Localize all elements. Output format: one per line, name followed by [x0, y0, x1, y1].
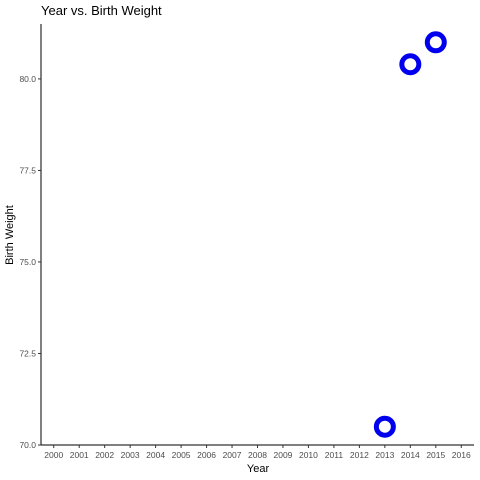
- data-point: [424, 31, 447, 54]
- x-tick-label: 2013: [375, 450, 394, 460]
- x-tick-label: 2011: [325, 450, 344, 460]
- x-tick-label: 2009: [274, 450, 293, 460]
- x-tick-label: 2012: [350, 450, 369, 460]
- x-tick-label: 2015: [426, 450, 445, 460]
- x-tick-label: 2000: [44, 450, 63, 460]
- y-ticks: 70.0 72.5 75.0 77.5 80.0: [19, 74, 41, 450]
- x-tick-label: 2008: [248, 450, 267, 460]
- y-tick-label: 77.5: [19, 165, 36, 175]
- x-tick-label: 2003: [121, 450, 140, 460]
- x-tick-label: 2014: [401, 450, 420, 460]
- chart-title: Year vs. Birth Weight: [41, 3, 162, 18]
- y-tick-label: 70.0: [19, 440, 36, 450]
- x-tick-label: 2001: [70, 450, 89, 460]
- x-tick-label: 2016: [452, 450, 471, 460]
- data-points: [373, 31, 447, 438]
- x-tick-label: 2002: [95, 450, 114, 460]
- x-axis-title: Year: [247, 463, 270, 475]
- y-axis-title: Birth Weight: [4, 205, 16, 265]
- y-tick-label: 80.0: [19, 74, 36, 84]
- x-tick-label: 2010: [299, 450, 318, 460]
- data-point: [373, 415, 396, 438]
- data-point: [399, 53, 422, 76]
- x-tick-label: 2006: [197, 450, 216, 460]
- x-tick-label: 2004: [146, 450, 165, 460]
- x-tick-label: 2005: [172, 450, 191, 460]
- y-tick-label: 75.0: [19, 257, 36, 267]
- y-tick-label: 72.5: [19, 348, 36, 358]
- x-tick-label: 2007: [223, 450, 242, 460]
- x-ticks: 2000 2001 2002 2003 2004 2005 2006 2007 2008 2009…: [44, 445, 471, 460]
